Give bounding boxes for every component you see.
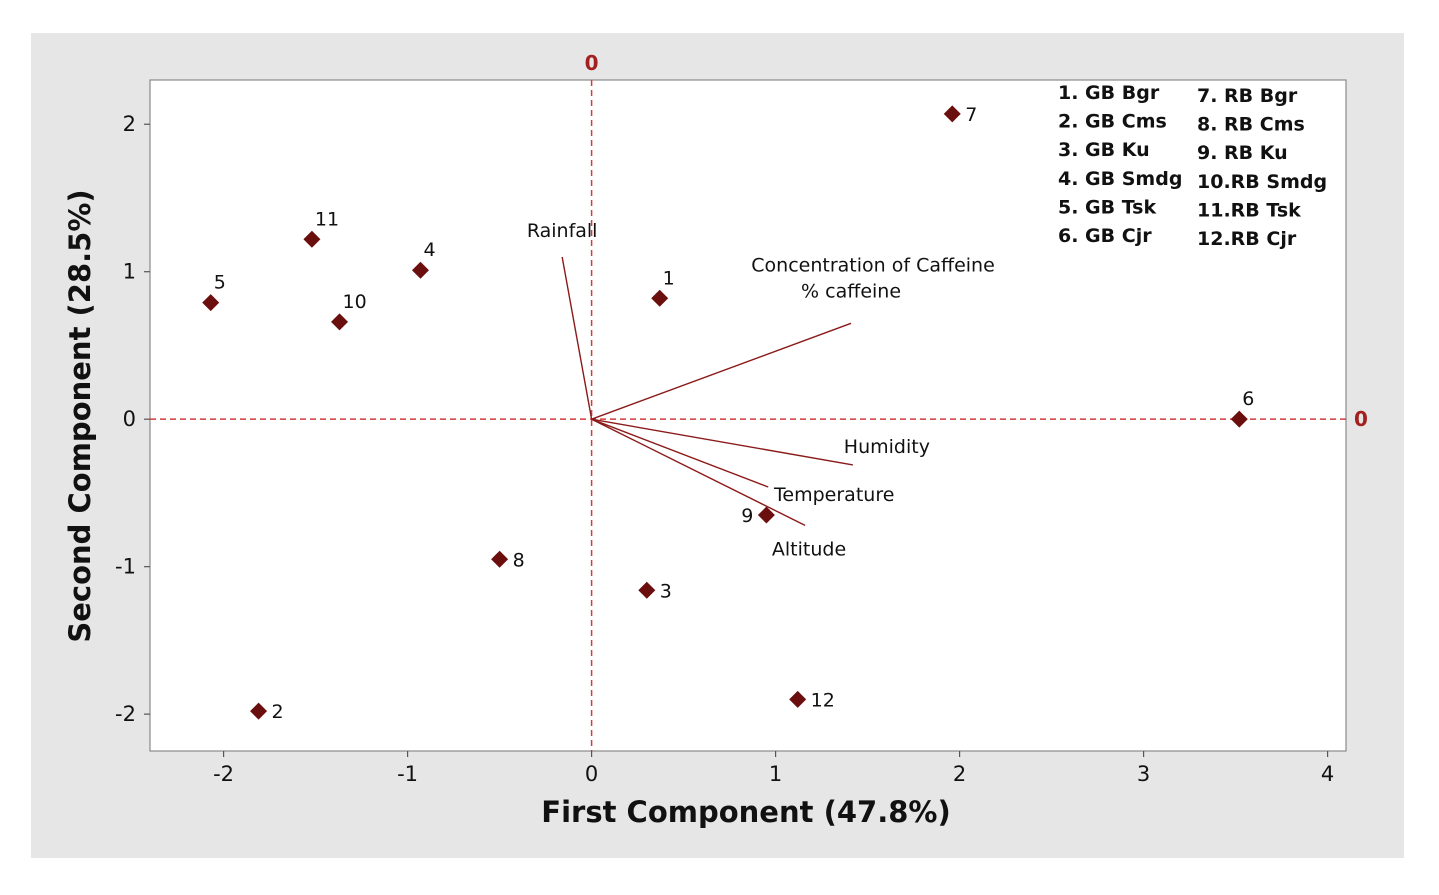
legend-entry: 4. GB Smdg <box>1058 168 1182 190</box>
vector-label: % caffeine <box>801 280 901 302</box>
x-tick-label: 2 <box>953 762 966 786</box>
x-tick-label: 4 <box>1321 762 1334 786</box>
vector-label: Rainfall <box>527 220 598 242</box>
legend-entry: 6. GB Cjr <box>1058 225 1152 247</box>
point-label: 6 <box>1242 388 1254 410</box>
vertical-zero-label: 0 <box>585 51 599 75</box>
point-label: 5 <box>214 272 226 294</box>
legend: 1. GB Bgr 2. GB Cms 3. GB Ku 4. GB Smdg 5. G… <box>1058 82 1327 250</box>
legend-entry: 10.RB Smdg <box>1197 171 1327 193</box>
x-tick-label: 1 <box>769 762 782 786</box>
vector-label: Temperature <box>773 484 894 506</box>
point-label: 2 <box>272 701 284 723</box>
point-marker <box>491 550 509 568</box>
horizontal-zero-label: 0 <box>1354 407 1368 431</box>
x-axis-title: First Component (47.8%) <box>541 795 950 829</box>
vector-line <box>591 418 854 466</box>
point-label: 7 <box>965 104 977 126</box>
point-label: 11 <box>315 208 339 230</box>
y-tick-label: -1 <box>115 555 136 579</box>
vector-label: Concentration of Caffeine <box>751 254 995 276</box>
point-marker <box>411 261 429 279</box>
point-label: 8 <box>513 549 525 571</box>
point-label: 3 <box>660 580 672 602</box>
legend-entry: 7. RB Bgr <box>1197 85 1298 107</box>
plot-area <box>149 79 1347 752</box>
legend-entry: 9. RB Ku <box>1197 142 1288 164</box>
vector-label: Altitude <box>772 538 846 560</box>
legend-entry: 3. GB Ku <box>1058 139 1150 161</box>
vector-line <box>591 418 769 488</box>
y-tick-label: -2 <box>115 702 136 726</box>
y-tick-label: 1 <box>123 260 136 284</box>
point-label: 10 <box>343 291 367 313</box>
legend-entry: 1. GB Bgr <box>1058 82 1160 104</box>
point-label: 9 <box>741 505 753 527</box>
y-tick-label: 0 <box>123 407 136 431</box>
vector-line <box>561 256 593 420</box>
point-label: 4 <box>423 239 435 261</box>
legend-entry: 5. GB Tsk <box>1058 196 1156 218</box>
vector-label: Humidity <box>844 436 930 458</box>
point-marker <box>331 313 349 331</box>
point-marker <box>250 702 268 720</box>
point-marker <box>638 581 656 599</box>
y-tick-label: 2 <box>123 112 136 136</box>
point-marker <box>202 294 220 312</box>
legend-entry: 12.RB Cjr <box>1197 228 1297 250</box>
point-label: 1 <box>663 267 675 289</box>
point-label: 12 <box>811 689 835 711</box>
x-tick-label: 3 <box>1137 762 1150 786</box>
legend-entry: 8. RB Cms <box>1197 114 1305 136</box>
x-tick-label: -1 <box>397 762 418 786</box>
point-marker <box>757 506 775 524</box>
loading-vectors: Rainfall Concentration of Caffeine % caffe… <box>527 220 995 560</box>
vector-line <box>591 322 852 420</box>
legend-entry: 11.RB Tsk <box>1197 199 1301 221</box>
point-marker <box>651 289 669 307</box>
x-tick-label: -2 <box>213 762 234 786</box>
y-axis-title: Second Component (28.5%) <box>63 189 97 642</box>
point-marker <box>1230 410 1248 428</box>
point-marker <box>789 690 807 708</box>
point-marker <box>943 105 961 123</box>
x-tick-label: 0 <box>585 762 598 786</box>
legend-entry: 2. GB Cms <box>1058 111 1167 133</box>
point-marker <box>303 230 321 248</box>
vector-line <box>591 418 806 526</box>
